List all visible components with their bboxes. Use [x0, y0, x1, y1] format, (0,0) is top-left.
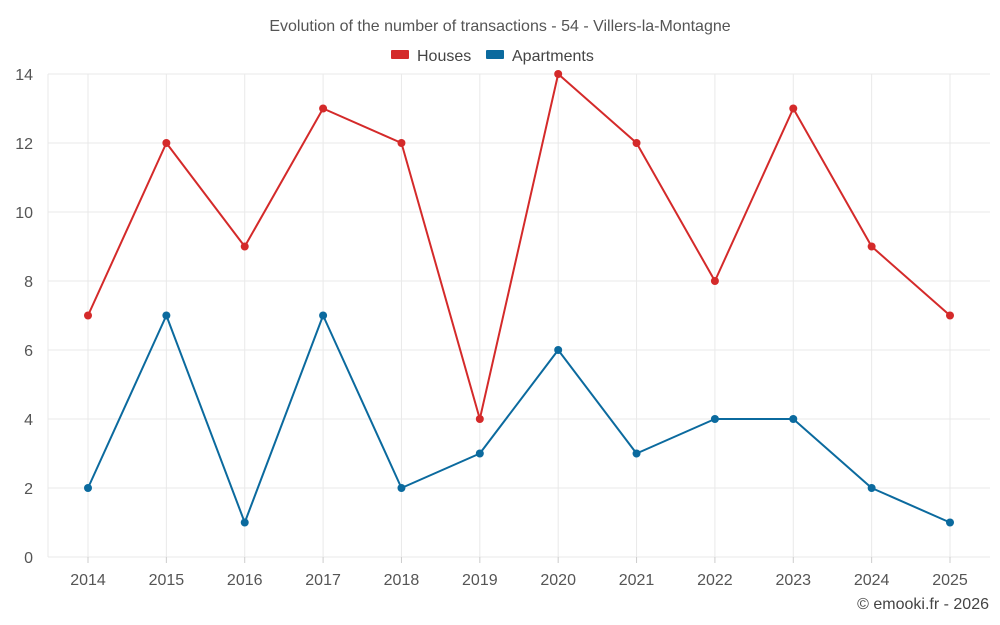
legend: Houses Apartments [391, 48, 594, 65]
data-point-apartments-2018[interactable] [397, 484, 406, 492]
grid [47, 73, 990, 558]
x-tick-label: 2024 [854, 572, 890, 589]
legend-swatch-houses[interactable] [391, 50, 409, 59]
data-point-apartments-2023[interactable] [789, 415, 798, 423]
series-apartments [84, 311, 954, 527]
data-point-apartments-2017[interactable] [319, 311, 328, 320]
x-tick-label: 2025 [932, 572, 968, 589]
x-axis: 2014 2015 2016 2017 2018 2019 2020 2021 2022 2023… [70, 557, 968, 589]
y-tick-label: 10 [15, 205, 33, 222]
data-point-apartments-2021[interactable] [632, 449, 641, 458]
y-tick-label: 12 [15, 136, 33, 153]
chart-title: Evolution of the number of transactions … [269, 18, 730, 35]
data-point-apartments-2015[interactable] [162, 311, 171, 320]
data-point-houses-2022[interactable] [710, 277, 719, 285]
data-point-houses-2018[interactable] [397, 139, 406, 147]
credit-text: © emooki.fr - 2026 [857, 596, 989, 613]
x-tick-label: 2018 [384, 572, 420, 589]
data-point-houses-2024[interactable] [867, 242, 876, 251]
y-tick-label: 2 [24, 481, 33, 498]
data-point-apartments-2019[interactable] [475, 449, 484, 458]
data-point-apartments-2022[interactable] [710, 415, 719, 423]
y-tick-label: 6 [24, 343, 33, 360]
y-tick-label: 8 [24, 274, 33, 291]
legend-label-apartments[interactable]: Apartments [512, 48, 594, 65]
y-axis: 0 2 4 6 8 10 12 14 [15, 67, 33, 567]
y-tick-label: 0 [24, 550, 33, 567]
data-point-apartments-2025[interactable] [946, 518, 954, 527]
x-tick-label: 2020 [540, 572, 576, 589]
data-point-houses-2021[interactable] [632, 139, 641, 147]
data-point-houses-2025[interactable] [946, 311, 954, 320]
x-tick-label: 2017 [305, 572, 341, 589]
series-line-houses [87, 73, 951, 420]
data-point-apartments-2016[interactable] [240, 518, 249, 527]
data-point-houses-2014[interactable] [84, 311, 92, 320]
x-tick-label: 2014 [70, 572, 106, 589]
data-point-apartments-2020[interactable] [554, 346, 563, 354]
x-tick-label: 2021 [619, 572, 655, 589]
data-point-houses-2019[interactable] [475, 415, 484, 423]
data-point-houses-2023[interactable] [789, 104, 798, 113]
y-tick-label: 4 [24, 412, 33, 429]
legend-swatch-apartments[interactable] [486, 50, 504, 59]
series-line-apartments [87, 314, 951, 524]
data-point-apartments-2014[interactable] [84, 484, 92, 492]
data-point-houses-2017[interactable] [319, 104, 328, 113]
x-tick-label: 2023 [775, 572, 811, 589]
x-tick-label: 2022 [697, 572, 733, 589]
legend-label-houses[interactable]: Houses [417, 48, 471, 65]
series-houses [84, 70, 954, 423]
data-point-houses-2020[interactable] [554, 70, 563, 78]
series-layer [84, 70, 954, 527]
data-point-houses-2016[interactable] [240, 242, 249, 251]
data-point-apartments-2024[interactable] [867, 484, 876, 492]
data-point-houses-2015[interactable] [162, 139, 171, 147]
x-tick-label: 2015 [149, 572, 185, 589]
y-tick-label: 14 [15, 67, 33, 84]
x-tick-label: 2019 [462, 572, 498, 589]
x-tick-label: 2016 [227, 572, 263, 589]
